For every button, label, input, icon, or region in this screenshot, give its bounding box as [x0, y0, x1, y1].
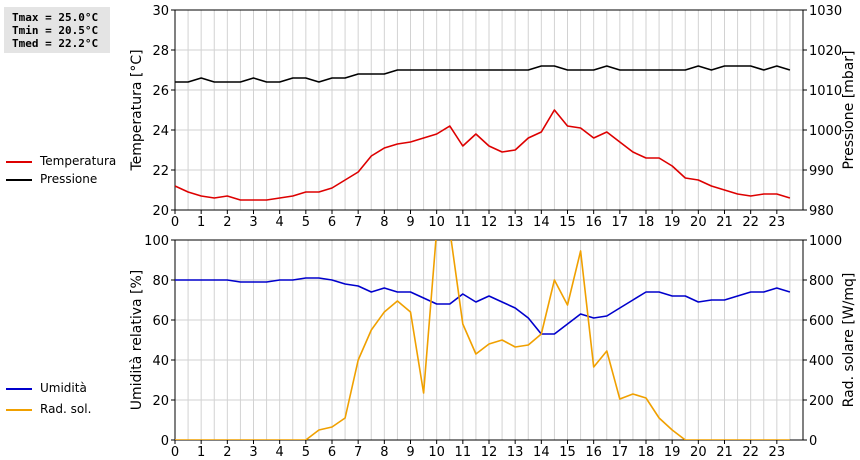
- top-y-tick-label-right: 980: [809, 204, 834, 219]
- bottom-y-tick-label-right: 800: [809, 274, 834, 289]
- bottom-y-tick-label-left: 20: [152, 394, 169, 409]
- top-x-tick-label: 7: [354, 215, 362, 230]
- top-x-tick-label: 9: [406, 215, 414, 230]
- legend-swatch-pressione: [6, 179, 32, 181]
- series-line-pressione: [175, 65, 791, 83]
- legend-swatch-radsol: [6, 409, 32, 411]
- top-y-tick-label-left: 22: [152, 164, 169, 179]
- bottom-x-tick-label: 3: [249, 445, 257, 460]
- bottom-x-tick-label: 20: [690, 445, 707, 460]
- bottom-x-tick-label: 23: [769, 445, 786, 460]
- bottom-x-tick-label: 17: [612, 445, 629, 460]
- bottom-y-tick-label-left: 40: [152, 354, 169, 369]
- legend-label-radsol: Rad. sol.: [40, 402, 92, 416]
- stats-box: Tmax = 25.0°C Tmin = 20.5°C Tmed = 22.2°…: [4, 7, 110, 53]
- legend-item-umidita: Umidità: [6, 381, 136, 397]
- top-x-tick-label: 15: [559, 215, 576, 230]
- top-x-tick-label: 13: [507, 215, 524, 230]
- top-y-tick-label-right: 990: [809, 164, 834, 179]
- top-ylabel-right: Pressione [mbar]: [841, 50, 857, 169]
- bottom-x-tick-label: 19: [664, 445, 681, 460]
- top-y-tick-label-left: 30: [152, 4, 169, 19]
- top-y-tick-label-right: 1010: [809, 84, 842, 99]
- top-x-tick-label: 6: [328, 215, 336, 230]
- top-x-tick-label: 5: [302, 215, 310, 230]
- top-x-tick-label: 19: [664, 215, 681, 230]
- bottom-x-tick-label: 11: [455, 445, 472, 460]
- top-x-tick-label: 12: [481, 215, 498, 230]
- legend-label-umidita: Umidità: [40, 381, 87, 395]
- top-x-tick-label: 1: [197, 215, 205, 230]
- bottom-y-tick-label-right: 600: [809, 314, 834, 329]
- bottom-x-tick-label: 0: [171, 445, 179, 460]
- series-line-umidit: [175, 277, 791, 335]
- tmed-label: Tmed = 22.2°C: [12, 37, 99, 50]
- top-x-tick-label: 11: [455, 215, 472, 230]
- bottom-x-tick-label: 5: [302, 445, 310, 460]
- bottom-y-tick-label-left: 80: [152, 274, 169, 289]
- bottom-y-tick-label-left: 60: [152, 314, 169, 329]
- bottom-y-tick-label-left: 100: [144, 234, 169, 249]
- top-y-tick-label-right: 1000: [809, 124, 842, 139]
- bottom-x-tick-label: 22: [742, 445, 759, 460]
- bottom-x-tick-label: 16: [585, 445, 602, 460]
- series-line-temperatura: [175, 109, 791, 201]
- top-x-tick-label: 4: [276, 215, 284, 230]
- legend-swatch-temperatura: [6, 161, 32, 163]
- bottom-y-tick-label-left: 0: [161, 434, 169, 449]
- bottom-x-tick-label: 2: [223, 445, 231, 460]
- bottom-x-tick-label: 15: [559, 445, 576, 460]
- top-x-tick-label: 14: [533, 215, 550, 230]
- bottom-x-tick-label: 12: [481, 445, 498, 460]
- bottom-y-tick-label-right: 1000: [809, 234, 842, 249]
- top-x-tick-label: 8: [380, 215, 388, 230]
- top-y-tick-label-left: 26: [152, 84, 169, 99]
- legend-label-pressione: Pressione: [40, 172, 98, 186]
- top-x-tick-label: 21: [716, 215, 733, 230]
- top-x-tick-label: 22: [742, 215, 759, 230]
- bottom-ylabel-right: Rad. solare [W/mq]: [841, 273, 857, 408]
- bottom-x-tick-label: 8: [380, 445, 388, 460]
- bottom-x-tick-label: 21: [716, 445, 733, 460]
- top-x-tick-label: 23: [769, 215, 786, 230]
- bottom-x-tick-label: 13: [507, 445, 524, 460]
- top-y-tick-label-left: 24: [152, 124, 169, 139]
- top-x-tick-label: 17: [612, 215, 629, 230]
- bottom-x-tick-label: 1: [197, 445, 205, 460]
- top-ylabel-left: Temperatura [°C]: [129, 49, 145, 171]
- legend-item-temperatura: Temperatura: [6, 154, 136, 170]
- top-y-tick-label-right: 1020: [809, 44, 842, 59]
- bottom-x-tick-label: 7: [354, 445, 362, 460]
- bottom-x-tick-label: 9: [406, 445, 414, 460]
- bottom-x-tick-label: 18: [638, 445, 655, 460]
- series-line-rad-sol: [175, 240, 790, 440]
- top-y-tick-label-left: 28: [152, 44, 169, 59]
- bottom-y-tick-label-right: 400: [809, 354, 834, 369]
- top-y-tick-label-left: 20: [152, 204, 169, 219]
- top-x-tick-label: 0: [171, 215, 179, 230]
- top-x-tick-label: 18: [638, 215, 655, 230]
- bottom-ylabel-left: Umidità relativa [%]: [129, 270, 145, 411]
- legend-label-temperatura: Temperatura: [40, 154, 117, 168]
- tmin-label: Tmin = 20.5°C: [12, 24, 99, 37]
- bottom-y-tick-label-right: 200: [809, 394, 834, 409]
- tmax-label: Tmax = 25.0°C: [12, 11, 99, 24]
- top-x-tick-label: 2: [223, 215, 231, 230]
- top-x-tick-label: 10: [428, 215, 445, 230]
- legend-item-radsol: Rad. sol.: [6, 402, 136, 418]
- top-x-tick-label: 16: [585, 215, 602, 230]
- bottom-x-tick-label: 14: [533, 445, 550, 460]
- top-y-tick-label-right: 1030: [809, 4, 842, 19]
- top-x-tick-label: 20: [690, 215, 707, 230]
- top-x-tick-label: 3: [249, 215, 257, 230]
- bottom-x-tick-label: 6: [328, 445, 336, 460]
- bottom-y-tick-label-right: 0: [809, 434, 817, 449]
- legend-item-pressione: Pressione: [6, 172, 136, 188]
- legend-swatch-umidita: [6, 388, 32, 390]
- bottom-x-tick-label: 4: [276, 445, 284, 460]
- bottom-x-tick-label: 10: [428, 445, 445, 460]
